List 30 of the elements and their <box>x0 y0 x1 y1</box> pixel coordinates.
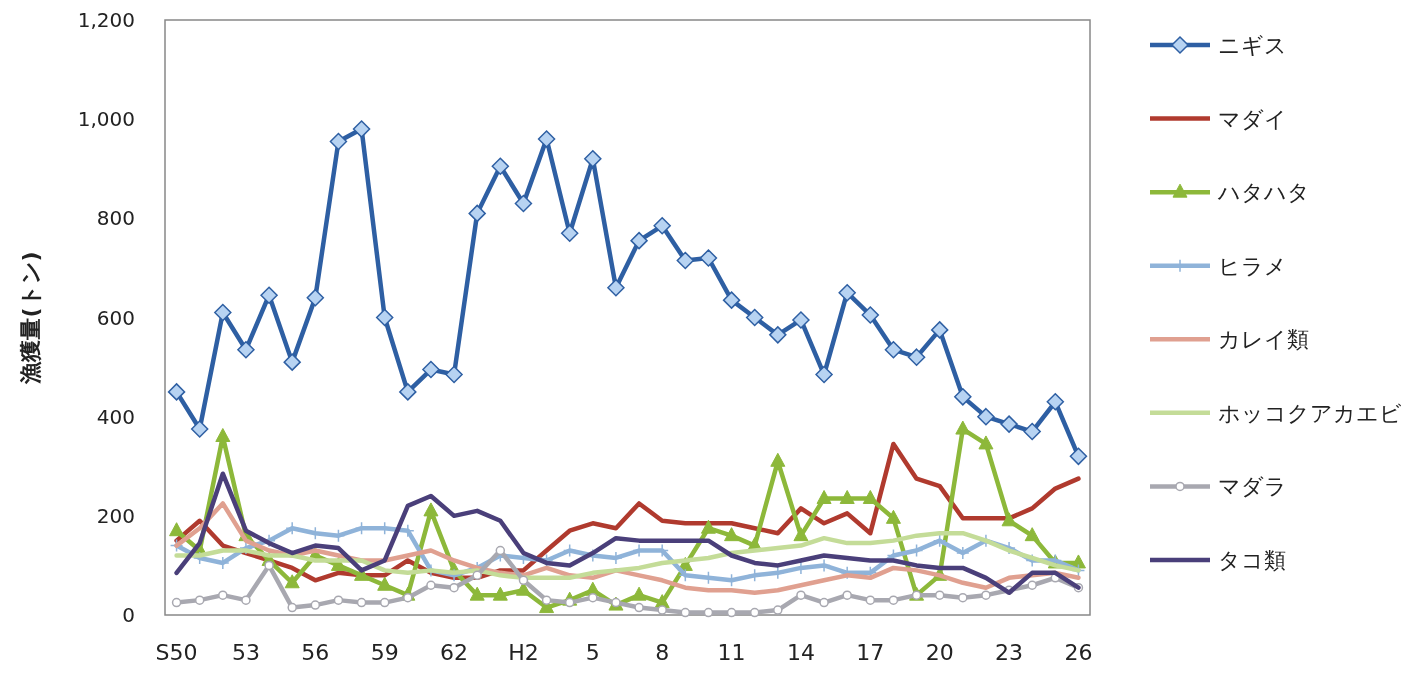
y-tick-label: 600 <box>96 305 135 330</box>
legend-label: マダラ <box>1218 474 1287 500</box>
legend-label: カレイ類 <box>1218 327 1309 353</box>
x-tick-label: 56 <box>301 640 330 665</box>
x-tick-label: 26 <box>1064 640 1093 665</box>
x-tick-label: 53 <box>231 640 260 665</box>
x-tick-label: H2 <box>508 640 539 665</box>
x-tick-label: S50 <box>155 640 198 665</box>
x-tick-label: 11 <box>717 640 746 665</box>
y-tick-label: 1,000 <box>77 107 135 132</box>
y-tick-label: 0 <box>122 603 135 627</box>
y-tick-label: 400 <box>96 404 135 429</box>
legend-label: ホッコクアカエビ <box>1218 400 1402 426</box>
x-tick-label: 59 <box>370 640 399 665</box>
x-tick-label: 5 <box>585 640 600 665</box>
x-tick-label: 14 <box>786 640 815 665</box>
x-tick-label: 23 <box>995 640 1024 665</box>
legend-label: ニギス <box>1218 33 1287 58</box>
legend-label: マダイ <box>1218 106 1287 132</box>
x-tick-label: 20 <box>925 640 954 665</box>
y-axis-title: 漁獲量(トン) <box>18 251 43 385</box>
y-tick-label: 1,200 <box>77 8 135 32</box>
legend-label: ハタハタ <box>1217 180 1310 206</box>
legend-label: ヒラメ <box>1218 253 1287 279</box>
x-tick-label: 62 <box>440 640 469 665</box>
y-tick-label: 800 <box>96 206 135 231</box>
legend-label: タコ類 <box>1218 548 1286 573</box>
y-tick-label: 200 <box>96 503 135 528</box>
x-tick-label: 17 <box>856 640 885 665</box>
x-tick-label: 8 <box>655 640 670 665</box>
